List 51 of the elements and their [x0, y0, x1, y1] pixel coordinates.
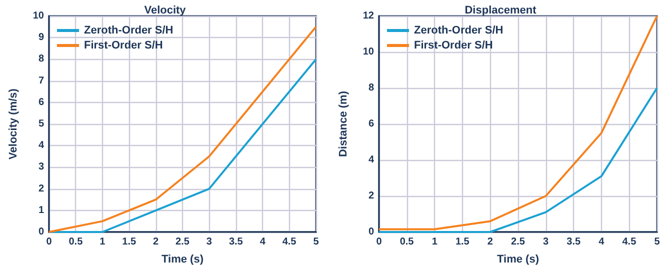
x-tick-label: 0 — [46, 236, 52, 248]
x-tick-label: 3.5 — [566, 236, 581, 248]
y-tick-label: 4 — [368, 154, 374, 166]
y-tick-label: 8 — [368, 82, 374, 94]
x-tick-label: 1 — [432, 236, 438, 248]
y-tick-label: 7 — [38, 75, 44, 86]
y-tick-label: 12 — [362, 10, 374, 22]
x-tick-label: 2 — [153, 236, 160, 248]
x-tick-label: 0.5 — [400, 236, 414, 248]
x-tick-label: 3 — [206, 236, 212, 248]
y-tick-label: 0 — [38, 226, 44, 238]
x-tick-label: 4 — [260, 236, 266, 248]
y-tick-label: 2 — [38, 183, 44, 194]
y-tick-label: 2 — [368, 190, 374, 202]
y-tick-label: 0 — [368, 226, 374, 238]
line-series — [378, 15, 658, 230]
y-tick-label: 9 — [38, 32, 44, 44]
x-tick-label: 2 — [487, 236, 494, 248]
x-tick-label: 1.5 — [122, 236, 136, 248]
legend-label: First-Order S/H — [84, 40, 163, 52]
y-tick-label: 8 — [38, 54, 44, 65]
x-axis-title: Time (s) — [497, 254, 540, 266]
x-tick-label: 2.5 — [176, 236, 190, 248]
y-tick-label: 6 — [368, 118, 374, 130]
x-axis-title: Time (s) — [162, 254, 204, 266]
x-tick-label: 0.5 — [68, 236, 84, 248]
legend-label: Zeroth-Order S/H — [414, 24, 504, 36]
x-tick-label: 3 — [543, 236, 550, 248]
y-axis-title: Distance (m) — [338, 90, 350, 158]
chart-title: Displacement — [464, 4, 537, 16]
y-tick-label: 10 — [362, 46, 374, 58]
x-tick-label: 5 — [313, 236, 320, 248]
y-tick-label: 10 — [32, 10, 44, 22]
y-tick-label: 3 — [38, 162, 44, 173]
legend-label: Zeroth-Order S/H — [84, 24, 174, 36]
x-tick-label: 1.5 — [455, 236, 470, 248]
chart-title: Velocity — [144, 4, 187, 16]
x-tick-label: 5 — [654, 236, 660, 248]
y-tick-label: 1 — [38, 204, 44, 216]
x-tick-label: 3.5 — [228, 236, 244, 248]
x-tick-label: 0 — [376, 236, 382, 248]
legend-label: First-Order S/H — [414, 40, 493, 52]
y-axis-title: Velocity (m/s) — [8, 88, 20, 160]
x-tick-label: 1 — [100, 236, 106, 248]
y-tick-label: 6 — [38, 96, 44, 108]
x-tick-label: 4 — [598, 236, 605, 248]
x-tick-label: 4.5 — [282, 236, 297, 248]
y-tick-label: 5 — [38, 118, 44, 130]
x-tick-label: 4.5 — [622, 236, 637, 248]
x-tick-label: 2.5 — [511, 236, 526, 248]
y-tick-label: 4 — [38, 140, 44, 152]
